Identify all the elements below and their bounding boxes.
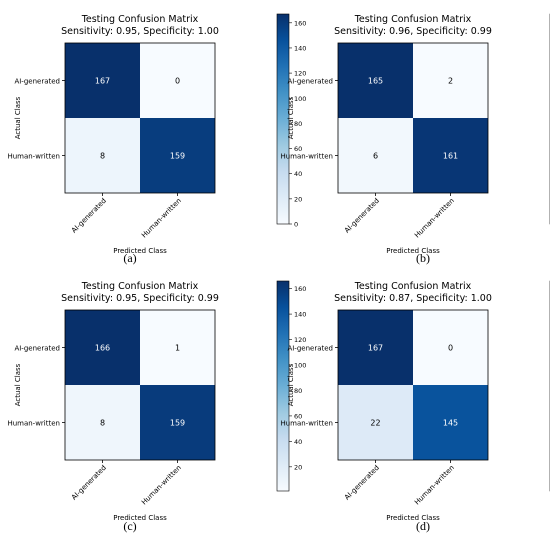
colorbar-tick-label: 140: [294, 44, 306, 52]
cell-value-label: 145: [443, 419, 458, 428]
matrix-cell: [413, 43, 488, 118]
chart-subtitle: Sensitivity: 0.95, Specificity: 0.99: [61, 293, 219, 304]
matrix-cell: [65, 310, 140, 385]
cell-value-label: 0: [175, 77, 180, 86]
cell-value-label: 166: [95, 344, 110, 353]
y-tick-label: AI-generated: [287, 345, 333, 353]
colorbar-tick-label: 60: [294, 412, 302, 420]
colorbar-tick-label: 20: [294, 195, 302, 203]
x-tick-label: Human-written: [140, 464, 183, 507]
colorbar: [276, 280, 290, 492]
colorbar-tick-label: 160: [294, 285, 306, 293]
colorbar-tick-label: 40: [294, 438, 302, 446]
matrix-cell: [140, 310, 215, 385]
colorbar-tick-label: 120: [294, 336, 306, 344]
x-tick-label: Human-written: [140, 197, 183, 240]
colorbar-tick-label: 80: [294, 120, 302, 128]
colorbar-tick-label: 80: [294, 387, 302, 395]
cell-value-label: 165: [368, 77, 383, 86]
chart-title: Testing Confusion Matrix: [81, 281, 199, 292]
cell-value-label: 159: [170, 152, 185, 161]
x-axis-label: Predicted Class: [113, 247, 167, 255]
y-tick-label: AI-generated: [287, 78, 333, 86]
colorbar-tick-label: 160: [294, 19, 306, 27]
matrix-cell: [338, 385, 413, 460]
y-axis-label: Actual Class: [14, 96, 22, 139]
cell-value-label: 159: [170, 419, 185, 428]
panel-caption: (b): [416, 251, 430, 265]
colorbar: [276, 13, 290, 225]
y-tick-label: Human-written: [280, 153, 333, 161]
cell-value-label: 2: [448, 77, 453, 86]
chart-title: Testing Confusion Matrix: [81, 14, 199, 25]
chart-title: Testing Confusion Matrix: [354, 14, 472, 25]
matrix-cell: [338, 118, 413, 193]
x-axis-label: Predicted Class: [386, 247, 440, 255]
plot-frame: [337, 309, 489, 461]
x-tick-label: AI-generated: [343, 197, 381, 235]
colorbar-tick-label: 100: [294, 362, 306, 370]
x-tick-label: Human-written: [413, 464, 456, 507]
y-axis-label: Actual Class: [287, 363, 295, 406]
x-tick-label: AI-generated: [70, 464, 108, 502]
panel-caption: (c): [123, 519, 136, 533]
y-tick-label: Human-written: [280, 420, 333, 428]
matrix-cell: [65, 43, 140, 118]
y-tick-label: AI-generated: [14, 345, 60, 353]
colorbar-tick-label: 20: [294, 463, 302, 471]
cell-value-label: 0: [448, 344, 453, 353]
plot-frame: [64, 42, 216, 194]
y-tick-label: Human-written: [7, 153, 60, 161]
y-tick-label: Human-written: [7, 420, 60, 428]
y-axis-label: Actual Class: [287, 96, 295, 139]
colorbar-tick-label: 100: [294, 95, 306, 103]
cell-value-label: 22: [370, 419, 380, 428]
matrix-cell: [140, 385, 215, 460]
x-tick-label: Human-written: [413, 197, 456, 240]
plot-frame: [337, 42, 489, 194]
y-tick-label: AI-generated: [14, 78, 60, 86]
matrix-cell: [140, 43, 215, 118]
x-axis-label: Predicted Class: [386, 514, 440, 522]
x-tick-label: AI-generated: [343, 464, 381, 502]
matrix-cell: [413, 310, 488, 385]
chart-subtitle: Sensitivity: 0.95, Specificity: 1.00: [61, 26, 219, 37]
plot-frame: [64, 309, 216, 461]
colorbar-tick-label: 120: [294, 70, 306, 78]
chart-title: Testing Confusion Matrix: [354, 281, 472, 292]
matrix-cell: [140, 118, 215, 193]
colorbar-tick-label: 0: [294, 221, 298, 229]
cell-value-label: 8: [100, 419, 105, 428]
cell-value-label: 167: [368, 344, 383, 353]
cell-value-label: 161: [443, 152, 458, 161]
y-axis-label: Actual Class: [14, 363, 22, 406]
matrix-cell: [65, 385, 140, 460]
cell-value-label: 1: [175, 344, 180, 353]
panel-caption: (a): [123, 251, 136, 265]
matrix-cell: [413, 118, 488, 193]
chart-subtitle: Sensitivity: 0.87, Specificity: 1.00: [334, 293, 492, 304]
colorbar-tick-label: 40: [294, 170, 302, 178]
x-tick-label: AI-generated: [70, 197, 108, 235]
matrix-cell: [338, 310, 413, 385]
matrix-cell: [65, 118, 140, 193]
cell-value-label: 8: [100, 152, 105, 161]
matrix-cell: [413, 385, 488, 460]
panel-caption: (d): [416, 519, 430, 533]
chart-subtitle: Sensitivity: 0.96, Specificity: 0.99: [334, 26, 492, 37]
colorbar-tick-label: 140: [294, 311, 306, 319]
cell-value-label: 6: [373, 152, 378, 161]
colorbar-tick-label: 60: [294, 145, 302, 153]
cell-value-label: 167: [95, 77, 110, 86]
x-axis-label: Predicted Class: [113, 514, 167, 522]
matrix-cell: [338, 43, 413, 118]
